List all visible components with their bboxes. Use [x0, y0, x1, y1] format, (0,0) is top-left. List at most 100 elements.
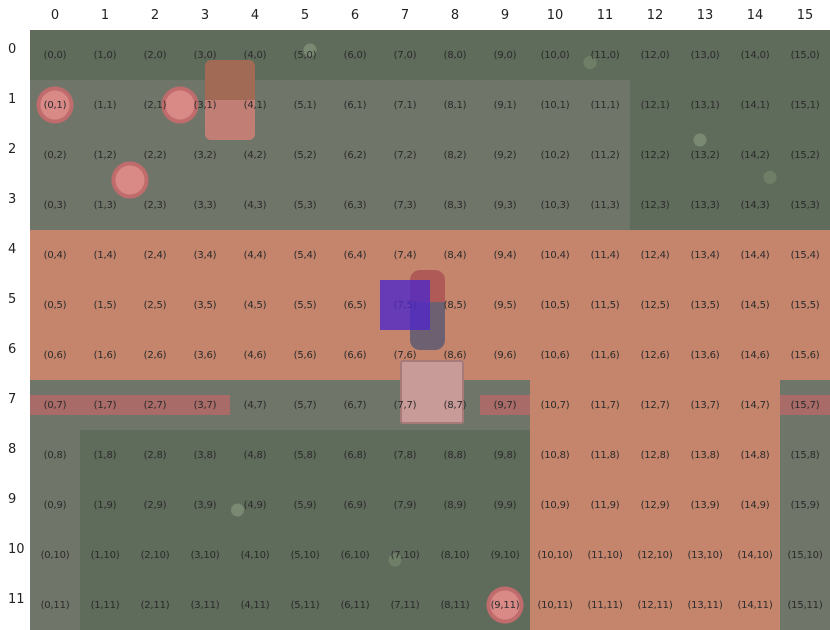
- grid-cell[interactable]: (14,11): [737, 599, 773, 611]
- grid-cell[interactable]: (4,2): [243, 149, 267, 161]
- grid-cell[interactable]: (11,10): [587, 549, 623, 561]
- grid-cell[interactable]: (4,6): [243, 349, 267, 361]
- grid-cell[interactable]: (14,4): [740, 249, 770, 261]
- grid-cell[interactable]: (13,9): [690, 499, 720, 511]
- grid-cell[interactable]: (5,0): [293, 49, 317, 61]
- grid-cell[interactable]: (2,2): [143, 149, 167, 161]
- grid-cell[interactable]: (5,4): [293, 249, 317, 261]
- grid-cell[interactable]: (7,3): [393, 199, 417, 211]
- grid-cell[interactable]: (5,10): [290, 549, 320, 561]
- grid-cell[interactable]: (5,9): [293, 499, 317, 511]
- grid-cell[interactable]: (13,7): [690, 399, 720, 411]
- grid-cell[interactable]: (11,9): [590, 499, 620, 511]
- grid-cell[interactable]: (9,1): [493, 99, 517, 111]
- grid-cell[interactable]: (3,6): [193, 349, 217, 361]
- grid-cell[interactable]: (8,3): [443, 199, 467, 211]
- grid-cell[interactable]: (9,4): [493, 249, 517, 261]
- grid-cell[interactable]: (10,0): [540, 49, 570, 61]
- grid-cell[interactable]: (11,7): [590, 399, 620, 411]
- grid-cell[interactable]: (11,8): [590, 449, 620, 461]
- grid-cell[interactable]: (12,4): [640, 249, 670, 261]
- grid-cell[interactable]: (4,3): [243, 199, 267, 211]
- grid-cell[interactable]: (3,4): [193, 249, 217, 261]
- grid-cell[interactable]: (0,6): [43, 349, 67, 361]
- grid-cell[interactable]: (7,0): [393, 49, 417, 61]
- grid-cell[interactable]: (6,10): [340, 549, 370, 561]
- grid-cell[interactable]: (9,8): [493, 449, 517, 461]
- grid-cell[interactable]: (10,1): [540, 99, 570, 111]
- grid-cell[interactable]: (12,1): [640, 99, 670, 111]
- grid-cell[interactable]: (14,10): [737, 549, 773, 561]
- grid-cell[interactable]: (0,8): [43, 449, 67, 461]
- grid-cell[interactable]: (7,7): [393, 399, 417, 411]
- grid-cell[interactable]: (7,9): [393, 499, 417, 511]
- grid-cell[interactable]: (8,7): [443, 399, 467, 411]
- grid-cell[interactable]: (10,3): [540, 199, 570, 211]
- grid-cell[interactable]: (2,10): [140, 549, 170, 561]
- grid-cell[interactable]: (6,7): [343, 399, 367, 411]
- grid-cell[interactable]: (13,10): [687, 549, 723, 561]
- grid-cell[interactable]: (15,1): [790, 99, 820, 111]
- grid-cell[interactable]: (7,10): [390, 549, 420, 561]
- grid-cell[interactable]: (7,6): [393, 349, 417, 361]
- grid-cell[interactable]: (10,10): [537, 549, 573, 561]
- grid-cell[interactable]: (8,4): [443, 249, 467, 261]
- grid-cell[interactable]: (6,1): [343, 99, 367, 111]
- grid-cell[interactable]: (0,3): [43, 199, 67, 211]
- grid-cell[interactable]: (8,9): [443, 499, 467, 511]
- grid-cell[interactable]: (3,7): [193, 399, 217, 411]
- grid-cell[interactable]: (4,4): [243, 249, 267, 261]
- grid-cell[interactable]: (3,3): [193, 199, 217, 211]
- grid-cell[interactable]: (10,9): [540, 499, 570, 511]
- grid-cell[interactable]: (6,8): [343, 449, 367, 461]
- grid-cell[interactable]: (11,4): [590, 249, 620, 261]
- grid-cell[interactable]: (15,8): [790, 449, 820, 461]
- grid-cell[interactable]: (1,5): [93, 299, 117, 311]
- grid-cell[interactable]: (7,5): [393, 299, 417, 311]
- grid-cell[interactable]: (3,11): [190, 599, 220, 611]
- grid-cell[interactable]: (1,7): [93, 399, 117, 411]
- grid-cell[interactable]: (12,2): [640, 149, 670, 161]
- grid-cell[interactable]: (3,10): [190, 549, 220, 561]
- grid-cell[interactable]: (0,10): [40, 549, 70, 561]
- grid-cell[interactable]: (12,0): [640, 49, 670, 61]
- grid-cell[interactable]: (5,2): [293, 149, 317, 161]
- grid-cell[interactable]: (14,7): [740, 399, 770, 411]
- grid-cell[interactable]: (15,5): [790, 299, 820, 311]
- grid-cell[interactable]: (0,9): [43, 499, 67, 511]
- grid-cell[interactable]: (9,7): [493, 399, 517, 411]
- grid-cell[interactable]: (11,6): [590, 349, 620, 361]
- game-board[interactable]: (0,0) (1,0) (2,0) (3,0) (4,0) (5,0) (6,0) (7,0)…: [30, 30, 830, 630]
- grid-cell[interactable]: (3,8): [193, 449, 217, 461]
- grid-cell[interactable]: (15,0): [790, 49, 820, 61]
- grid-cell[interactable]: (12,5): [640, 299, 670, 311]
- grid-cell[interactable]: (9,2): [493, 149, 517, 161]
- grid-cell[interactable]: (11,11): [587, 599, 623, 611]
- grid-cell[interactable]: (9,5): [493, 299, 517, 311]
- grid-cell[interactable]: (1,10): [90, 549, 120, 561]
- grid-cell[interactable]: (2,4): [143, 249, 167, 261]
- grid-cell[interactable]: (2,5): [143, 299, 167, 311]
- grid-cell[interactable]: (9,0): [493, 49, 517, 61]
- grid-cell[interactable]: (12,8): [640, 449, 670, 461]
- grid-cell[interactable]: (14,8): [740, 449, 770, 461]
- grid-cell[interactable]: (9,6): [493, 349, 517, 361]
- grid-cell[interactable]: (6,2): [343, 149, 367, 161]
- grid-cell[interactable]: (15,4): [790, 249, 820, 261]
- grid-cell[interactable]: (15,9): [790, 499, 820, 511]
- grid-cell[interactable]: (4,5): [243, 299, 267, 311]
- grid-cell[interactable]: (11,1): [590, 99, 620, 111]
- grid-cell[interactable]: (12,10): [637, 549, 673, 561]
- grid-cell[interactable]: (13,8): [690, 449, 720, 461]
- grid-cell[interactable]: (4,1): [243, 99, 267, 111]
- grid-cell[interactable]: (2,3): [143, 199, 167, 211]
- grid-cell[interactable]: (4,10): [240, 549, 270, 561]
- grid-cell[interactable]: (8,8): [443, 449, 467, 461]
- grid-cell[interactable]: (15,2): [790, 149, 820, 161]
- grid-cell[interactable]: (0,11): [40, 599, 70, 611]
- grid-cell[interactable]: (7,4): [393, 249, 417, 261]
- grid-cell[interactable]: (3,1): [193, 99, 217, 111]
- grid-cell[interactable]: (14,6): [740, 349, 770, 361]
- grid-cell[interactable]: (12,3): [640, 199, 670, 211]
- grid-cell[interactable]: (11,2): [590, 149, 620, 161]
